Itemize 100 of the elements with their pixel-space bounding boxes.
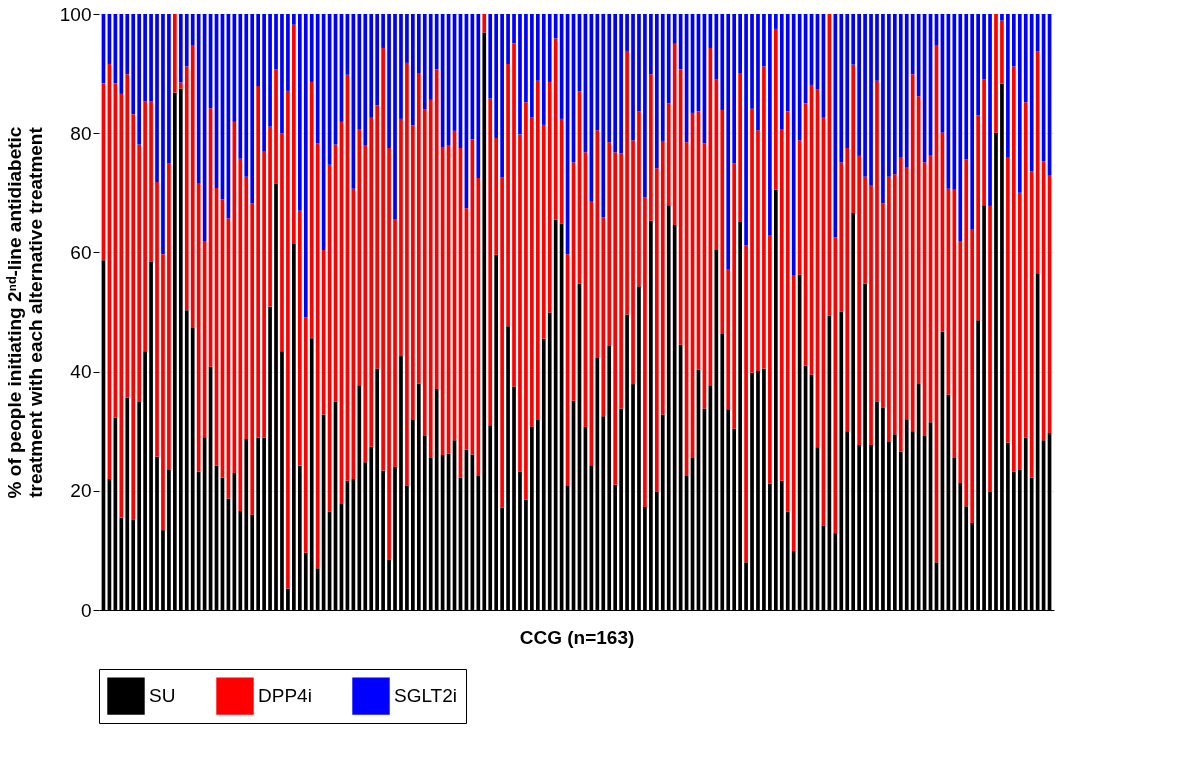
bar (184, 66, 189, 311)
bar (119, 93, 124, 518)
bar (500, 177, 504, 508)
bar (952, 189, 957, 459)
bar (756, 130, 760, 371)
bar (976, 14, 980, 116)
bar (161, 14, 165, 255)
bar (369, 14, 374, 118)
bar (506, 14, 510, 65)
legend-label: DPP4i (258, 685, 312, 707)
bar (1006, 14, 1010, 158)
bar (898, 157, 903, 452)
bar (297, 14, 302, 211)
bar (619, 14, 623, 154)
bar (167, 14, 171, 164)
bar (518, 134, 522, 472)
bar (845, 148, 850, 432)
bar (910, 74, 915, 432)
bar (196, 183, 201, 472)
bar (988, 205, 992, 492)
bar (155, 14, 159, 183)
bar (375, 14, 380, 106)
y-tick-label: 40 (70, 361, 92, 383)
bar (422, 109, 427, 436)
bar (970, 14, 975, 230)
bar (416, 73, 421, 384)
bar (750, 14, 754, 109)
bar (666, 103, 671, 206)
bar (964, 14, 969, 160)
bar (1011, 66, 1016, 472)
bar (309, 14, 314, 82)
bar (405, 62, 409, 486)
bar (303, 14, 308, 318)
bar (274, 69, 278, 184)
bar (601, 217, 606, 417)
bar (750, 108, 754, 373)
bar (654, 168, 659, 492)
bar (887, 176, 891, 442)
bar (672, 14, 677, 44)
bar (732, 14, 737, 164)
bar (541, 14, 546, 125)
bar (250, 203, 255, 515)
bar (672, 43, 677, 225)
bar (488, 98, 493, 426)
bar (286, 90, 290, 589)
bar (297, 210, 302, 466)
bar (244, 14, 249, 177)
bar (315, 143, 320, 569)
bar (535, 14, 540, 81)
bar (660, 14, 665, 141)
bar (303, 317, 308, 553)
bar (649, 74, 653, 221)
bar (762, 66, 766, 369)
bar (512, 43, 516, 387)
bar (530, 14, 534, 118)
bar (976, 115, 980, 321)
bar (637, 111, 641, 287)
bar (1000, 14, 1004, 21)
bar (720, 14, 725, 110)
bar (143, 101, 147, 352)
bar (994, 14, 998, 133)
bar (779, 129, 784, 481)
bar (125, 74, 130, 398)
bar (482, 14, 487, 33)
bar (357, 129, 362, 386)
bar (631, 14, 635, 141)
bar (155, 182, 159, 457)
bar (541, 124, 546, 339)
bar (714, 79, 719, 251)
bar (601, 14, 606, 218)
bar (768, 14, 772, 236)
bar (405, 14, 409, 63)
bar (167, 163, 171, 470)
bar (131, 14, 136, 115)
bar (762, 14, 766, 67)
bar (1011, 14, 1016, 67)
bar (857, 14, 861, 156)
bar (643, 14, 647, 198)
bar (553, 38, 558, 220)
bar (547, 14, 552, 82)
bar (190, 44, 195, 329)
bar (381, 14, 385, 48)
bar (494, 14, 499, 138)
bar (791, 275, 796, 551)
bar (779, 14, 784, 130)
bar (773, 14, 778, 29)
bar (904, 14, 909, 168)
bar (553, 14, 558, 39)
y-tick-label: 0 (80, 599, 92, 621)
bar (137, 144, 142, 402)
bar (833, 14, 838, 238)
bar (898, 14, 903, 158)
bar (416, 14, 421, 73)
bar (839, 162, 844, 312)
bar (399, 14, 403, 119)
bar (619, 153, 623, 409)
bar (196, 14, 201, 184)
bar (161, 254, 165, 531)
bar (434, 14, 439, 70)
bar (292, 14, 296, 25)
